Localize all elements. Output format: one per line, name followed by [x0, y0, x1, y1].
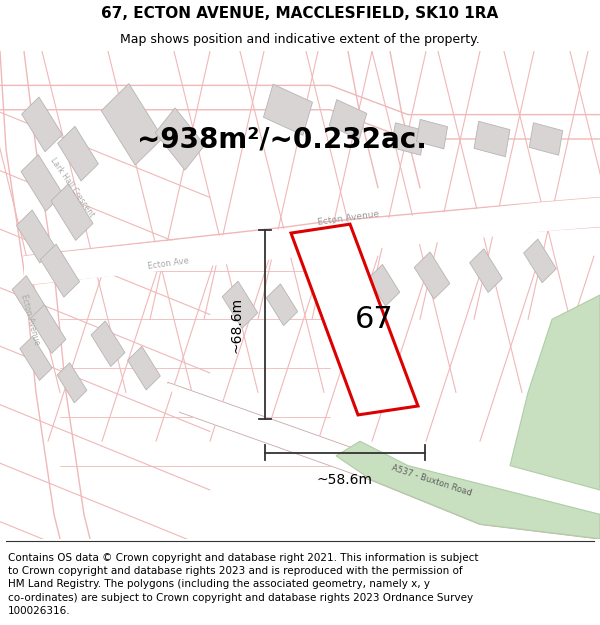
Bar [16, 210, 56, 263]
Bar [529, 122, 563, 155]
Text: co-ordinates) are subject to Crown copyright and database rights 2023 Ordnance S: co-ordinates) are subject to Crown copyr… [8, 592, 473, 602]
Text: Ecton Avenue: Ecton Avenue [19, 293, 41, 346]
Bar [12, 276, 48, 324]
Bar [391, 122, 425, 155]
Bar [266, 284, 298, 326]
Polygon shape [336, 441, 600, 539]
Polygon shape [24, 198, 600, 285]
Bar [91, 321, 125, 366]
Bar [313, 272, 347, 318]
Bar [21, 154, 63, 211]
Bar [101, 84, 163, 165]
Polygon shape [168, 382, 600, 539]
Text: 67, ECTON AVENUE, MACCLESFIELD, SK10 1RA: 67, ECTON AVENUE, MACCLESFIELD, SK10 1RA [101, 6, 499, 21]
Text: ~68.6m: ~68.6m [230, 296, 244, 352]
Polygon shape [291, 224, 418, 415]
Bar [30, 305, 66, 353]
Bar [222, 281, 258, 328]
Text: HM Land Registry. The polygons (including the associated geometry, namely x, y: HM Land Registry. The polygons (includin… [8, 579, 430, 589]
Polygon shape [510, 295, 600, 490]
Text: 100026316.: 100026316. [8, 606, 70, 616]
Text: Lark Hall Crescent: Lark Hall Crescent [48, 156, 95, 219]
Text: Map shows position and indicative extent of the property.: Map shows position and indicative extent… [120, 34, 480, 46]
Text: to Crown copyright and database rights 2023 and is reproduced with the permissio: to Crown copyright and database rights 2… [8, 566, 463, 576]
Text: ~938m²/~0.232ac.: ~938m²/~0.232ac. [137, 125, 427, 153]
Bar [263, 84, 313, 135]
Bar [40, 244, 80, 297]
Text: ~58.6m: ~58.6m [317, 474, 373, 488]
Bar [470, 249, 502, 292]
Bar [524, 239, 556, 282]
Bar [155, 108, 205, 170]
Text: A537 - Buxton Road: A537 - Buxton Road [391, 463, 473, 498]
Bar [414, 252, 450, 299]
Bar [368, 264, 400, 306]
Bar [329, 99, 367, 139]
Bar [51, 184, 93, 241]
Bar [20, 336, 52, 381]
Bar [128, 346, 160, 390]
Text: 67: 67 [355, 305, 394, 334]
Bar [58, 126, 98, 181]
Bar [416, 119, 448, 149]
Bar [474, 121, 510, 157]
Bar [57, 362, 87, 403]
Bar [22, 97, 62, 152]
Text: Ecton Avenue: Ecton Avenue [317, 209, 379, 227]
Text: Ecton Ave: Ecton Ave [147, 256, 189, 271]
Text: Contains OS data © Crown copyright and database right 2021. This information is : Contains OS data © Crown copyright and d… [8, 552, 478, 562]
